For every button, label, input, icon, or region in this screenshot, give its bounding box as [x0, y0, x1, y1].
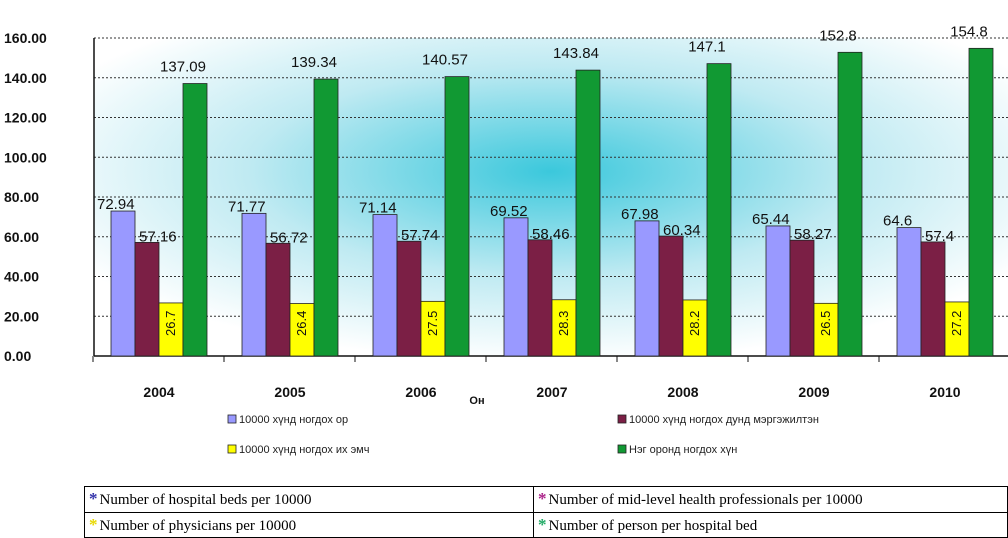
x-tick-label: 2005 — [274, 384, 305, 400]
bar — [265, 242, 291, 357]
bar — [420, 300, 446, 357]
bar — [575, 69, 601, 357]
bar — [158, 302, 184, 357]
data-label: 152.8 — [819, 27, 857, 44]
bar — [503, 217, 529, 357]
bar — [134, 241, 160, 357]
legend-label: Нэг оронд ногдох хүн — [629, 444, 737, 456]
legend-label: 10000 хүнд ногдох дунд мэргэжилтэн — [629, 414, 819, 426]
translation-text: Number of person per hospital bed — [548, 517, 758, 534]
data-label: 140.57 — [422, 52, 468, 69]
data-label: 71.14 — [359, 200, 397, 217]
data-label: 154.8 — [950, 23, 988, 40]
bar — [706, 63, 732, 357]
data-label: 60.34 — [663, 222, 701, 239]
y-tick-label: 20.00 — [4, 308, 39, 324]
data-label: 57.4 — [925, 228, 954, 245]
bar — [396, 240, 422, 357]
data-label: 147.1 — [688, 39, 726, 56]
legend-swatch — [617, 444, 627, 454]
bar — [944, 301, 970, 357]
bar — [920, 241, 946, 357]
legend-label: 10000 хүнд ногдох ор — [239, 414, 348, 426]
data-label: 72.94 — [97, 196, 135, 213]
x-tick-label: 2007 — [536, 384, 567, 400]
translation-text: Number of hospital beds per 10000 — [99, 492, 312, 509]
legend-swatch — [617, 414, 627, 424]
bar — [765, 225, 791, 357]
data-label: 28.2 — [687, 311, 702, 336]
translation-physicians: * Number of physicians per 10000 — [84, 511, 534, 538]
bar-chart: 0.00 20.00 40.00 60.00 80.00 100.00 120.00 140.… — [4, 23, 1008, 456]
x-axis-label: Он — [469, 395, 484, 407]
data-label: 58.46 — [532, 226, 570, 243]
data-label: 71.77 — [228, 198, 266, 215]
data-label: 57.74 — [401, 227, 439, 244]
x-tick-label: 2006 — [405, 384, 436, 400]
bar — [634, 220, 660, 357]
bar — [789, 239, 815, 357]
data-label: 28.3 — [556, 311, 571, 336]
data-label: 69.52 — [490, 203, 528, 220]
bar — [313, 78, 339, 357]
data-label: 139.34 — [291, 54, 337, 71]
asterisk-icon: * — [89, 489, 98, 509]
x-tick-label: 2010 — [929, 384, 960, 400]
y-tick-label: 0.00 — [4, 348, 31, 364]
data-label: 26.7 — [163, 311, 178, 336]
legend-swatch — [227, 414, 237, 424]
bar — [896, 227, 922, 357]
asterisk-icon: * — [538, 489, 547, 509]
data-label: 65.44 — [752, 211, 790, 228]
legend: 10000 хүнд ногдох ор 10000 хүнд ногдох ду… — [227, 414, 819, 456]
bar — [110, 210, 136, 357]
translation-beds: * Number of hospital beds per 10000 — [84, 486, 534, 513]
table-row: * Number of hospital beds per 10000 * Numb… — [84, 486, 1008, 513]
y-tick-label: 80.00 — [4, 189, 39, 205]
data-label: 137.09 — [160, 59, 206, 76]
y-tick-label: 160.00 — [4, 30, 47, 46]
data-label: 26.4 — [294, 311, 309, 336]
data-label: 56.72 — [270, 229, 308, 246]
data-label: 143.84 — [553, 45, 599, 62]
asterisk-icon: * — [538, 514, 547, 534]
asterisk-icon: * — [89, 514, 98, 534]
legend-label: 10000 хүнд ногдох их эмч — [239, 444, 369, 456]
x-axis: 2004 2005 2006 2007 2008 2009 2010 — [92, 356, 961, 400]
bar — [372, 214, 398, 357]
bar — [837, 51, 863, 357]
data-label: 67.98 — [621, 206, 659, 223]
bar — [968, 47, 994, 357]
bar — [658, 235, 684, 357]
x-tick-label: 2004 — [143, 384, 174, 400]
translation-mid-level: * Number of mid-level health professional… — [533, 486, 1008, 513]
y-tick-label: 60.00 — [4, 229, 39, 245]
x-tick-label: 2009 — [798, 384, 829, 400]
bars — [110, 47, 994, 357]
translation-persons: * Number of person per hospital bed — [533, 511, 1008, 538]
data-label: 64.6 — [883, 213, 912, 230]
translation-text: Number of mid-level health professionals… — [548, 492, 863, 509]
data-label: 57.16 — [139, 228, 177, 245]
y-axis: 0.00 20.00 40.00 60.00 80.00 100.00 120.00 140.… — [4, 30, 1008, 364]
bar — [182, 83, 208, 357]
data-label: 27.2 — [949, 311, 964, 336]
y-tick-label: 140.00 — [4, 70, 47, 86]
y-tick-label: 120.00 — [4, 110, 47, 126]
bar — [444, 76, 470, 357]
bar — [241, 212, 267, 357]
y-tick-label: 40.00 — [4, 269, 39, 285]
translation-table: * Number of hospital beds per 10000 * Numb… — [84, 486, 1008, 538]
data-label: 26.5 — [818, 311, 833, 336]
x-tick-label: 2008 — [667, 384, 698, 400]
data-label: 58.27 — [794, 226, 832, 243]
table-row: * Number of physicians per 10000 * Number … — [84, 511, 1008, 538]
bar — [551, 299, 577, 357]
translation-text: Number of physicians per 10000 — [99, 517, 297, 534]
y-tick-label: 100.00 — [4, 149, 47, 165]
bar — [527, 239, 553, 357]
legend-swatch — [227, 444, 237, 454]
data-label: 27.5 — [425, 311, 440, 336]
